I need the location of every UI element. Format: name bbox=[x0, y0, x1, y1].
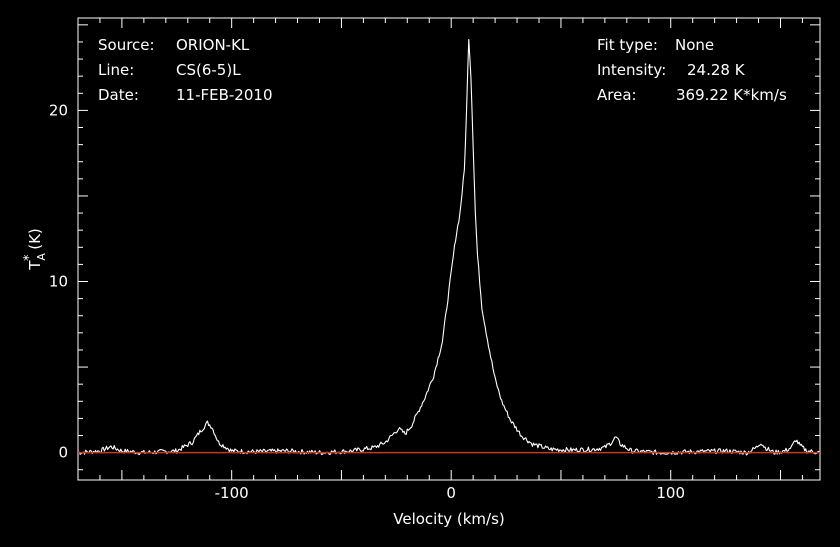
annotation-fit-type-value: None bbox=[675, 36, 715, 54]
annotation-area-value: 369.22 K*km/s bbox=[676, 86, 787, 104]
annotation-source-key: Source: bbox=[98, 36, 155, 54]
annotation-date-key: Date: bbox=[98, 86, 139, 104]
plot-frame bbox=[77, 17, 821, 481]
x-tick-label: 100 bbox=[656, 484, 685, 502]
y-tick-label: 0 bbox=[58, 444, 68, 462]
x-tick-label: 0 bbox=[446, 484, 456, 502]
annotation-date-value: 11-FEB-2010 bbox=[176, 86, 273, 104]
y-tick-label: 20 bbox=[49, 101, 68, 119]
x-tick-label: -100 bbox=[215, 484, 249, 502]
annotation-intensity-value: 24.28 K bbox=[687, 61, 745, 79]
annotation-line-key: Line: bbox=[98, 61, 135, 79]
y-axis-label: TA* (K) bbox=[22, 228, 48, 271]
annotation-area-key: Area: bbox=[597, 86, 637, 104]
annotation-line-value: CS(6-5)L bbox=[176, 61, 241, 79]
annotation-intensity-key: Intensity: bbox=[597, 61, 667, 79]
annotation-source-value: ORION-KL bbox=[176, 36, 250, 54]
y-tick-label: 10 bbox=[49, 273, 68, 291]
x-axis-label: Velocity (km/s) bbox=[393, 510, 504, 528]
annotation-fit-type-key: Fit type: bbox=[597, 36, 658, 54]
